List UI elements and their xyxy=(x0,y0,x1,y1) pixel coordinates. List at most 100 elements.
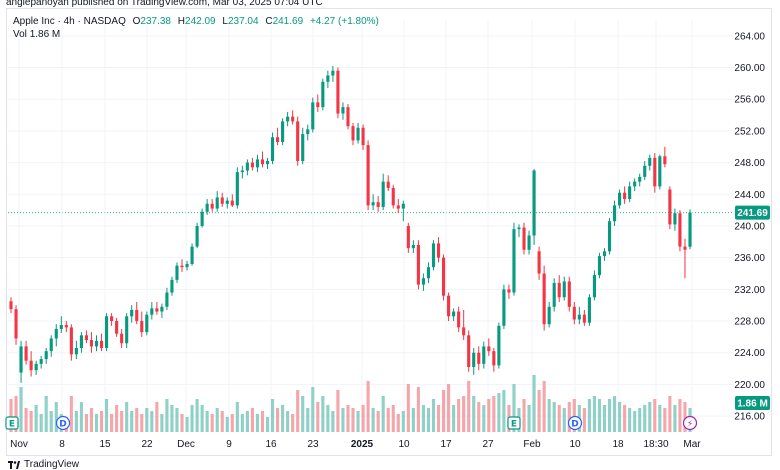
event-marker-dividend[interactable]: D xyxy=(55,415,71,431)
volume-bar xyxy=(185,417,189,432)
candle-body xyxy=(296,121,300,162)
volume-bar xyxy=(250,408,254,432)
volume-bar xyxy=(105,399,109,432)
time-tick-label: 10 xyxy=(398,439,410,450)
volume-bar xyxy=(220,411,224,432)
volume-bar xyxy=(255,414,260,432)
time-tick-label: 27 xyxy=(482,439,494,450)
candle-body xyxy=(260,159,265,165)
volume-bars xyxy=(9,375,692,432)
time-axis: Nov 8 15 22 Dec 9 16 23 2025 10 17 27 Feb 10 18 18:30 Ma… xyxy=(10,439,701,450)
candle-body xyxy=(507,289,511,293)
volume-bar xyxy=(195,399,199,432)
candle-body xyxy=(351,126,355,141)
legend-interval[interactable]: 4h xyxy=(63,16,75,27)
candle-body xyxy=(9,301,13,310)
event-marker-dividend[interactable]: D xyxy=(567,415,583,431)
candle-body xyxy=(336,70,340,114)
volume-bar xyxy=(431,399,436,432)
time-tick-label: Mar xyxy=(683,439,701,450)
candle-body xyxy=(557,283,561,298)
volume-bar xyxy=(401,411,405,432)
volume-bar xyxy=(39,414,43,432)
time-tick-label: 18 xyxy=(612,439,624,450)
candle-body xyxy=(618,192,622,206)
candle-body xyxy=(125,316,129,344)
event-marker-earnings[interactable]: E xyxy=(507,416,521,430)
volume-bar xyxy=(260,411,265,432)
candle-body xyxy=(160,306,164,312)
candle-body xyxy=(477,352,481,364)
event-marker-split[interactable]: ⚡ xyxy=(682,415,698,431)
candle-body xyxy=(74,347,78,355)
price-tick-label: 236.00 xyxy=(734,253,765,264)
candle-body xyxy=(39,359,43,364)
volume-bar xyxy=(396,414,400,432)
volume-bar xyxy=(628,408,632,432)
candle-body xyxy=(291,116,295,122)
volume-bar xyxy=(160,414,164,432)
candle-body xyxy=(286,116,290,122)
candle-body xyxy=(341,107,345,114)
candle-body xyxy=(416,244,420,285)
volume-bar xyxy=(447,384,451,432)
volume-bar xyxy=(457,399,461,432)
volume-bar xyxy=(618,402,622,432)
time-tick-label: 18:30 xyxy=(643,439,668,450)
candle-body xyxy=(29,360,33,371)
event-marker-earnings[interactable]: E xyxy=(5,416,19,430)
volume-bar xyxy=(150,411,154,432)
volume-bar xyxy=(336,390,340,432)
footer-brand[interactable]: TradingView xyxy=(8,459,79,470)
legend-symbol[interactable]: Apple Inc xyxy=(13,16,55,27)
candle-body xyxy=(597,256,602,276)
candle-body xyxy=(175,265,179,280)
time-tick-label: Dec xyxy=(177,439,195,450)
last-price-badge xyxy=(735,205,770,220)
candle-body xyxy=(673,213,677,225)
price-tick-label: 244.00 xyxy=(734,190,765,201)
volume-bar xyxy=(381,396,385,432)
volume-bar xyxy=(426,408,431,432)
volume-bar xyxy=(326,405,330,432)
volume-bar xyxy=(678,399,682,432)
candle-body xyxy=(522,227,526,250)
legend-vol-label[interactable]: Vol xyxy=(13,29,27,40)
candle-body xyxy=(366,145,370,206)
dividend-marker-text: D xyxy=(571,420,578,430)
volume-bar xyxy=(663,408,667,432)
candle-body xyxy=(19,346,23,373)
legend-high-label: H xyxy=(177,16,186,27)
candle-body xyxy=(230,200,234,206)
price-axis: 264.00 260.00 256.00 252.00 248.00 244.00 240.… xyxy=(734,31,765,422)
volume-bar xyxy=(215,408,219,432)
volume-bar xyxy=(19,387,23,432)
volume-bar xyxy=(346,405,350,432)
last-price-label: 241.69 xyxy=(737,208,768,219)
candle-body xyxy=(190,246,194,265)
price-tick-label: 260.00 xyxy=(734,63,765,74)
candle-body xyxy=(361,127,365,146)
candle-body xyxy=(457,311,461,328)
volume-bar xyxy=(452,405,456,432)
candle-body xyxy=(441,257,446,296)
candle-body xyxy=(331,70,335,76)
volume-bar xyxy=(406,384,410,432)
candle-body xyxy=(678,213,682,247)
volume-bar xyxy=(411,408,415,432)
legend-open-label: O xyxy=(132,16,141,27)
volume-bar xyxy=(633,411,637,432)
volume-bar xyxy=(497,393,501,432)
candle-body xyxy=(140,321,144,333)
candle-body xyxy=(472,352,476,367)
candle-body xyxy=(658,156,662,187)
volume-bar xyxy=(668,396,672,432)
candle-body xyxy=(406,225,410,249)
candle-body xyxy=(321,81,325,108)
volume-bar xyxy=(54,402,58,432)
legend-change-value: +4.27 (+1.80%) xyxy=(309,16,379,27)
time-tick-label: 22 xyxy=(141,439,153,450)
candle-body xyxy=(316,102,320,108)
earnings-marker-text: E xyxy=(9,420,15,430)
